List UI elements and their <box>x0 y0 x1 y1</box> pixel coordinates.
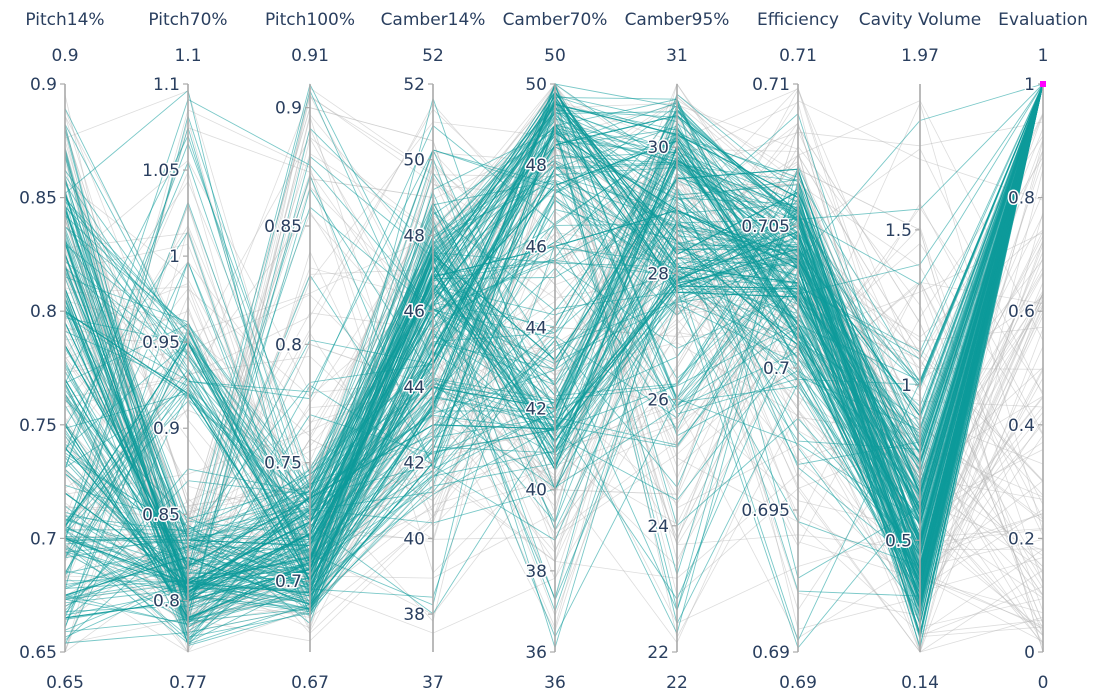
tick-label: 1.5 <box>885 221 912 241</box>
tick-label: 26 <box>647 391 669 411</box>
tick-label: 0.8 <box>30 302 57 322</box>
tick-label: 40 <box>525 481 547 501</box>
tick-label: 0.7 <box>763 359 790 379</box>
tick-label: 0.7 <box>275 572 302 592</box>
axis-camber95-[interactable]: Camber95% 31 22 22 24 26 28 30 <box>625 10 730 693</box>
axis-pitch70-[interactable]: Pitch70% 1.1 0.77 0.8 0.85 0.9 0.95 1 1.05 1.1 <box>141 10 228 693</box>
tick-label: 38 <box>525 562 547 582</box>
axis-range-max: 0.91 <box>291 46 329 66</box>
tick-label: 0.9 <box>275 99 302 119</box>
tick-label: 0.4 <box>1008 416 1035 436</box>
axis-range-max: 50 <box>544 46 566 66</box>
tick-label: 42 <box>525 400 547 420</box>
axis-evaluation[interactable]: Evaluation 1 00 0.2 0.4 0.6 0.8 1 <box>998 10 1088 693</box>
axis-title[interactable]: Camber70% <box>503 10 608 30</box>
tick-label: 0.9 <box>30 75 57 95</box>
axis-title[interactable]: Pitch70% <box>148 10 227 30</box>
tick-label: 0.8 <box>1008 189 1035 209</box>
tick-label: 0.8 <box>153 591 180 611</box>
axis-title[interactable]: Camber14% <box>381 10 486 30</box>
axis-range-max: 52 <box>422 46 444 66</box>
tick-label: 1 <box>1024 75 1035 95</box>
tick-label: 1.05 <box>142 161 180 181</box>
tick-label: 0.65 <box>19 643 57 663</box>
axis-range-min: 0.67 <box>291 673 329 693</box>
selection-brush-marker[interactable] <box>1040 81 1046 87</box>
tick-label: 42 <box>403 454 425 474</box>
axis-range-max: 0.71 <box>779 46 817 66</box>
tick-label: 0.85 <box>264 217 302 237</box>
tick-label: 0.5 <box>885 531 912 551</box>
tick-label: 36 <box>525 643 547 663</box>
axis-camber70-[interactable]: Camber70% 50 36 36 38 40 42 44 46 48 50 <box>503 10 608 693</box>
tick-label: 0.85 <box>19 189 57 209</box>
tick-label: 50 <box>403 151 425 171</box>
axis-range-max: 31 <box>666 46 688 66</box>
tick-label: 28 <box>647 264 669 284</box>
tick-label: 48 <box>403 226 425 246</box>
axis-range-min: 0.65 <box>46 673 84 693</box>
tick-label: 24 <box>647 517 669 537</box>
axis-title[interactable]: Cavity Volume <box>859 10 981 30</box>
tick-label: 38 <box>403 605 425 625</box>
tick-label: 0.8 <box>275 335 302 355</box>
tick-label: 0.2 <box>1008 529 1035 549</box>
tick-label: 44 <box>403 378 425 398</box>
tick-label: 44 <box>525 318 547 338</box>
axis-efficiency[interactable]: Efficiency 0.71 0.69 0.69 0.695 0.7 0.705 0.71 <box>740 10 839 693</box>
axis-camber14-[interactable]: Camber14% 52 37 38 40 42 44 46 48 50 52 <box>381 10 486 693</box>
axis-range-min: 36 <box>544 673 566 693</box>
tick-label: 0.75 <box>264 454 302 474</box>
axis-range-max: 1.97 <box>901 46 939 66</box>
tick-label: 1 <box>901 376 912 396</box>
axis-range-max: 1 <box>1038 46 1049 66</box>
axis-range-max: 0.9 <box>51 46 78 66</box>
axis-range-min: 0.14 <box>901 673 939 693</box>
tick-label: 0.9 <box>153 419 180 439</box>
tick-label: 0.6 <box>1008 302 1035 322</box>
tick-label: 0.75 <box>19 416 57 436</box>
tick-label: 0.69 <box>752 643 790 663</box>
tick-label: 48 <box>525 156 547 176</box>
tick-label: 0 <box>1024 643 1035 663</box>
axis-range-min: 0.77 <box>169 673 207 693</box>
axis-range-max: 1.1 <box>174 46 201 66</box>
tick-label: 30 <box>647 138 669 158</box>
tick-label: 46 <box>403 302 425 322</box>
axis-range-min: 37 <box>422 673 444 693</box>
tick-label: 0.85 <box>142 505 180 525</box>
tick-label: 22 <box>647 643 669 663</box>
axis-title[interactable]: Pitch100% <box>265 10 355 30</box>
tick-label: 1.1 <box>153 75 180 95</box>
tick-label: 40 <box>403 529 425 549</box>
tick-label: 0.705 <box>741 217 790 237</box>
axis-title[interactable]: Pitch14% <box>25 10 104 30</box>
tick-label: 50 <box>525 75 547 95</box>
axis-range-min: 22 <box>666 673 688 693</box>
axis-title[interactable]: Efficiency <box>757 10 839 30</box>
axis-range-min: 0 <box>1038 673 1049 693</box>
tick-label: 0.695 <box>741 501 790 521</box>
tick-label: 52 <box>403 75 425 95</box>
tick-label: 0.71 <box>752 75 790 95</box>
axis-title[interactable]: Evaluation <box>998 10 1088 30</box>
axis-pitch14-[interactable]: Pitch14% 0.9 0.65 0.65 0.7 0.75 0.8 0.85 0.9 <box>18 10 105 693</box>
axis-title[interactable]: Camber95% <box>625 10 730 30</box>
tick-label: 0.95 <box>142 333 180 353</box>
tick-label: 46 <box>525 237 547 257</box>
axis-range-min: 0.69 <box>779 673 817 693</box>
axis-cavity-volume[interactable]: Cavity Volume 1.97 0.14 0.5 1 1.5 <box>859 10 981 693</box>
axis-pitch100-[interactable]: Pitch100% 0.91 0.67 0.7 0.75 0.8 0.85 0.9 <box>263 10 355 693</box>
axes-layer: Pitch14%0.90.650.650.70.750.80.850.9Pitc… <box>18 10 1088 693</box>
tick-label: 0.7 <box>30 529 57 549</box>
tick-label: 1 <box>169 247 180 267</box>
